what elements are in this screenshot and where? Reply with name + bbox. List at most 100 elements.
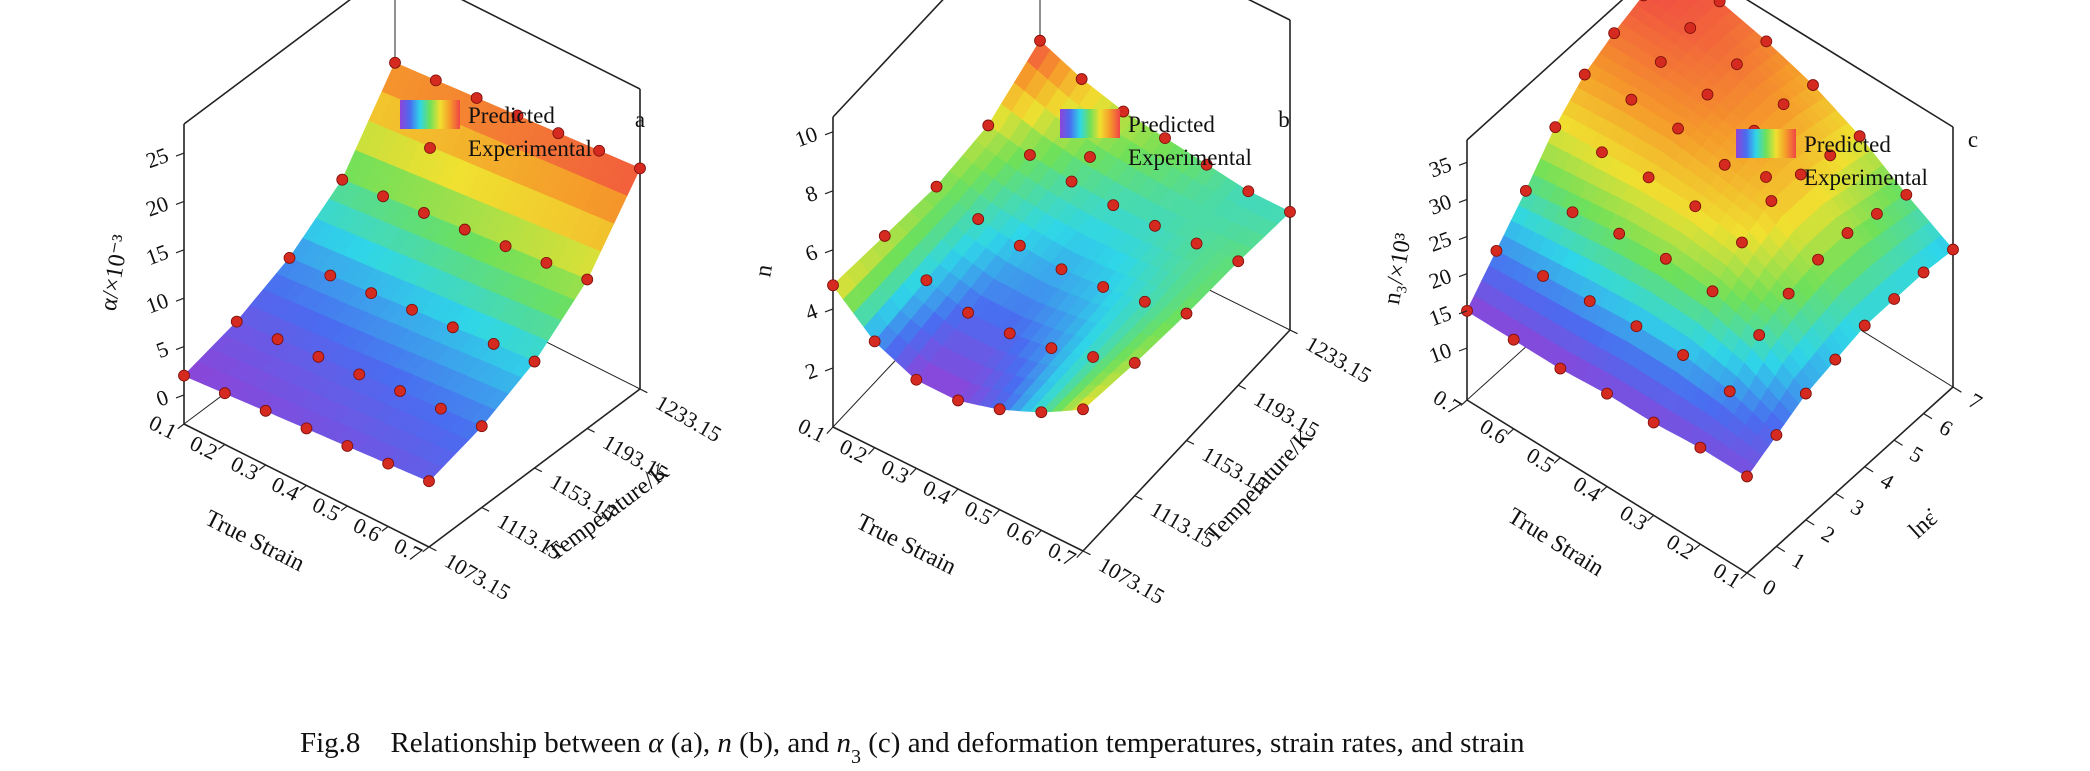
x-tick-label: 0.7 (1044, 537, 1080, 572)
experimental-point (446, 321, 459, 334)
x-tick (1740, 572, 1748, 580)
experimental-point (1625, 93, 1638, 106)
z-tick-label: 4 (802, 298, 821, 325)
experimental-point (1718, 158, 1731, 171)
z-tick (175, 200, 185, 205)
x-axis-title: True Strain (1503, 503, 1608, 582)
experimental-point (394, 385, 406, 397)
experimental-point (1824, 149, 1837, 162)
experimental-point (1490, 244, 1503, 257)
x-tick-label: 0.4 (919, 475, 955, 510)
x-axis-title: True Strain (201, 505, 309, 577)
experimental-point (1128, 356, 1141, 369)
experimental-point (1003, 327, 1016, 340)
x-tick-label: 0.1 (145, 410, 181, 445)
z-tick-label: 20 (1425, 263, 1454, 294)
experimental-point (1812, 253, 1824, 266)
x-tick (1076, 550, 1084, 559)
experimental-point (336, 173, 349, 186)
experimental-point (528, 355, 541, 368)
x-tick (1034, 529, 1042, 538)
experimental-point (271, 333, 284, 346)
z-axis-title: n₃/×10³ (1379, 231, 1417, 306)
experimental-point (1630, 320, 1643, 333)
experimental-point (1601, 387, 1613, 400)
experimental-point (1807, 79, 1819, 91)
z-tick (175, 297, 185, 302)
panel-label: b (1278, 107, 1290, 132)
x-tick-label: 0.7 (1429, 385, 1466, 421)
experimental-point (470, 92, 483, 104)
y-tick (1134, 495, 1143, 501)
experimental-point (1672, 122, 1684, 135)
y-tick-label: 4 (1876, 467, 1898, 494)
box-edge (183, 0, 351, 125)
experimental-point (312, 350, 325, 363)
experimental-point (1900, 188, 1913, 201)
caption-part: n (717, 727, 732, 759)
x-tick (1460, 399, 1468, 407)
x-tick-label: 0.4 (268, 471, 304, 506)
experimental-point (827, 279, 839, 292)
y-tick-label: 1233.15 (1302, 331, 1376, 388)
z-tick (1458, 347, 1468, 352)
box-edge (460, 0, 641, 90)
experimental-point (1077, 403, 1089, 416)
experimental-point (1507, 333, 1520, 346)
y-tick-label: 1073.15 (441, 548, 515, 605)
experimental-point (1794, 168, 1807, 181)
y-axis-title: Temperature/K (1200, 423, 1318, 547)
experimental-point (1677, 349, 1689, 361)
experimental-point (1731, 58, 1743, 71)
experimental-point (1149, 219, 1161, 232)
x-tick (826, 426, 834, 435)
y-axis-title: lnε̇ (1904, 504, 1944, 544)
legend-label: Predicted (1804, 132, 1891, 157)
x-tick (1647, 514, 1655, 522)
z-tick (175, 249, 185, 254)
experimental-point (581, 273, 594, 286)
y-tick-label: 2 (1817, 521, 1839, 548)
experimental-point (1138, 295, 1151, 308)
caption-part: 3 (851, 746, 861, 768)
x-tick (299, 485, 307, 491)
legend-swatch (1736, 129, 1796, 158)
experimental-point (1694, 441, 1707, 454)
x-tick-label: 0.5 (1522, 442, 1559, 478)
z-tick-label: 35 (1425, 151, 1454, 182)
x-tick-label: 0.1 (1709, 558, 1746, 594)
z-tick (824, 249, 834, 254)
x-tick (422, 546, 430, 553)
experimental-point (878, 230, 891, 242)
y-tick (586, 427, 595, 433)
x-axis-title: True Strain (852, 509, 960, 580)
z-tick (1458, 236, 1468, 241)
experimental-point (1087, 351, 1099, 363)
experimental-point (487, 338, 500, 350)
experimental-point (1642, 171, 1655, 184)
experimental-point (1659, 252, 1672, 265)
legend-label: Experimental (1128, 145, 1252, 170)
experimental-point (1654, 56, 1667, 68)
experimental-point (1770, 429, 1783, 441)
experimental-point (1554, 362, 1567, 375)
x-tick-label: 0.2 (186, 430, 222, 465)
x-tick (1693, 543, 1701, 551)
x-tick (1600, 486, 1608, 493)
y-tick-label: 0 (1759, 574, 1781, 601)
experimental-point (1180, 307, 1193, 320)
z-tick-label: 25 (1425, 226, 1454, 257)
x-tick-label: 0.5 (961, 496, 997, 531)
y-tick-label: 1233.15 (652, 390, 726, 447)
experimental-point (1284, 206, 1296, 218)
x-tick-label: 0.3 (227, 451, 263, 486)
experimental-point (1549, 121, 1562, 134)
x-tick-label: 0.5 (309, 492, 345, 527)
z-tick (824, 308, 834, 313)
experimental-point (540, 256, 553, 269)
experimental-point (1583, 295, 1596, 307)
experimental-point (1242, 185, 1255, 198)
z-tick-label: 10 (142, 287, 171, 318)
z-tick (1458, 273, 1468, 278)
